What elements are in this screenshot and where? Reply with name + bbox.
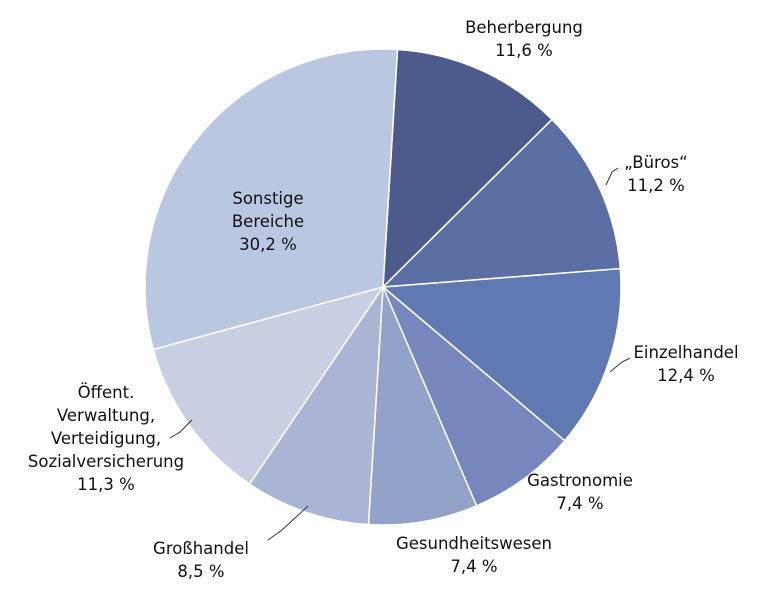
pie-slice-grosshandel — [248, 284, 384, 526]
slice-category-label-gastronomie: Gastronomie — [527, 471, 633, 490]
leader-line-buros — [605, 167, 619, 186]
pie-slice-beherbergung — [382, 48, 554, 289]
slice-category-label-grosshandel: Großhandel — [153, 539, 249, 558]
leader-line-offent-verwaltung-verteidigung-sozialversicherung — [169, 419, 193, 439]
slice-category-label-sonstige-bereiche: Bereiche — [232, 212, 304, 231]
slice-category-label-buros: „Büros“ — [624, 153, 687, 172]
slice-value-label-gesundheitswesen: 7,4 % — [450, 557, 497, 576]
slice-value-label-einzelhandel: 12,4 % — [657, 366, 715, 385]
slice-value-label-gastronomie: 7,4 % — [556, 494, 603, 513]
pie-slice-gesundheitswesen — [367, 286, 478, 526]
pie-slice-gastronomie — [382, 286, 566, 507]
slice-value-label-beherbergung: 11,6 % — [495, 41, 553, 60]
pie-slice-offent-verwaltung-verteidigung-sozialversicherung — [152, 285, 385, 486]
pie-slice-buros — [381, 118, 622, 288]
pie-slice-einzelhandel — [381, 267, 622, 442]
slice-category-label-offent-verwaltung-verteidigung-sozialversicherung: Sozialversicherung — [28, 452, 184, 471]
slice-category-label-beherbergung: Beherbergung — [465, 18, 583, 37]
slice-value-label-buros: 11,2 % — [627, 176, 685, 195]
slice-category-label-offent-verwaltung-verteidigung-sozialversicherung: Öffent. — [78, 383, 135, 402]
leader-line-einzelhandel — [609, 357, 631, 373]
slice-category-label-offent-verwaltung-verteidigung-sozialversicherung: Verteidigung, — [51, 429, 161, 448]
slice-category-label-einzelhandel: Einzelhandel — [633, 343, 738, 362]
slice-labels: Beherbergung 11,6 % „Büros“ 11,2 % Einzelhan… — [28, 18, 739, 581]
slice-category-label-offent-verwaltung-verteidigung-sozialversicherung: Verwaltung, — [57, 406, 155, 425]
slice-category-label-sonstige-bereiche: Sonstige — [232, 189, 303, 208]
slice-category-label-gesundheitswesen: Gesundheitswesen — [396, 534, 552, 553]
pie-slices — [144, 48, 622, 526]
leader-line-grosshandel — [267, 505, 309, 541]
leader-lines — [169, 167, 631, 541]
slice-value-label-grosshandel: 8,5 % — [177, 562, 224, 581]
pie-slice-sonstige-bereiche — [144, 48, 399, 351]
slice-value-label-sonstige-bereiche: 30,2 % — [239, 235, 297, 254]
slice-value-label-offent-verwaltung-verteidigung-sozialversicherung: 11,3 % — [77, 475, 135, 494]
